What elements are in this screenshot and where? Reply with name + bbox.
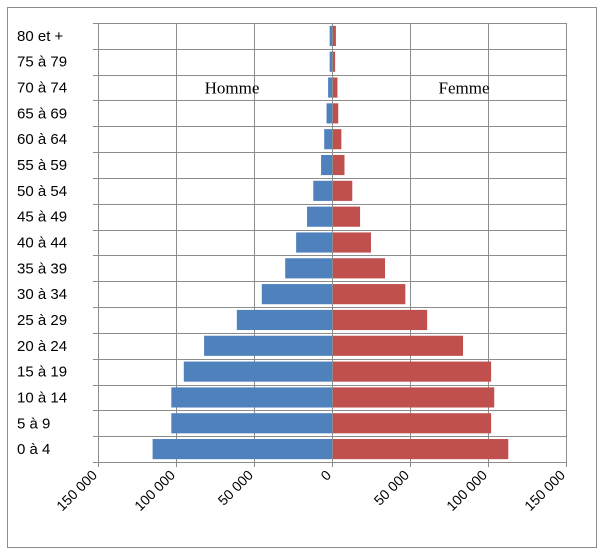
- bar-femme-16: [332, 25, 336, 46]
- bar-homme-11: [321, 154, 332, 176]
- y-tick-label-12: 60 à 64: [17, 131, 67, 148]
- bar-homme-12: [324, 129, 332, 150]
- y-tick-label-3: 15 à 19: [17, 364, 67, 381]
- bar-homme-2: [171, 387, 332, 408]
- bar-femme-2: [332, 387, 495, 408]
- bar-homme-6: [261, 284, 332, 305]
- bar-femme-14: [332, 77, 338, 98]
- y-tick-label-8: 40 à 44: [17, 235, 67, 252]
- bar-femme-8: [332, 232, 371, 253]
- bar-homme-5: [236, 309, 332, 331]
- y-tick-label-11: 55 à 59: [17, 157, 67, 174]
- bar-homme-10: [313, 180, 332, 201]
- bar-femme-11: [332, 154, 345, 176]
- bar-femme-15: [332, 51, 336, 72]
- y-tick-label-1: 5 à 9: [17, 415, 50, 432]
- bar-homme-4: [204, 335, 332, 356]
- bar-femme-12: [332, 129, 342, 150]
- y-tick-label-7: 35 à 39: [17, 260, 67, 277]
- bar-homme-1: [171, 413, 332, 434]
- bar-homme-7: [285, 258, 332, 279]
- bar-homme-16: [329, 25, 332, 46]
- y-tick-label-9: 45 à 49: [17, 209, 67, 226]
- y-tick-label-16: 80 et +: [17, 28, 64, 45]
- bar-femme-10: [332, 180, 353, 201]
- bar-homme-13: [326, 103, 332, 124]
- y-tick-label-15: 75 à 79: [17, 54, 67, 71]
- bar-homme-8: [296, 232, 332, 253]
- y-tick-label-10: 50 à 54: [17, 183, 67, 200]
- bar-homme-0: [152, 439, 332, 460]
- y-tick-label-0: 0 à 4: [17, 441, 50, 458]
- bar-femme-5: [332, 309, 428, 331]
- bar-femme-7: [332, 258, 386, 279]
- y-tick-label-14: 70 à 74: [17, 80, 67, 97]
- y-tick-label-2: 10 à 14: [17, 389, 67, 406]
- bar-femme-3: [332, 361, 492, 382]
- y-tick-label-5: 25 à 29: [17, 312, 67, 329]
- bar-femme-4: [332, 335, 464, 356]
- bar-femme-9: [332, 206, 361, 227]
- bar-femme-6: [332, 284, 406, 305]
- series-label-femme: Femme: [439, 79, 490, 98]
- y-tick-label-13: 65 à 69: [17, 105, 67, 122]
- y-tick-label-6: 30 à 34: [17, 286, 67, 303]
- bar-homme-15: [329, 51, 332, 72]
- bar-femme-0: [332, 439, 509, 460]
- y-tick-label-4: 20 à 24: [17, 338, 67, 355]
- bar-homme-14: [328, 77, 332, 98]
- series-label-homme: Homme: [205, 79, 260, 98]
- bar-homme-9: [307, 206, 332, 227]
- bar-femme-1: [332, 413, 492, 434]
- bar-femme-13: [332, 103, 339, 124]
- bar-homme-3: [183, 361, 332, 382]
